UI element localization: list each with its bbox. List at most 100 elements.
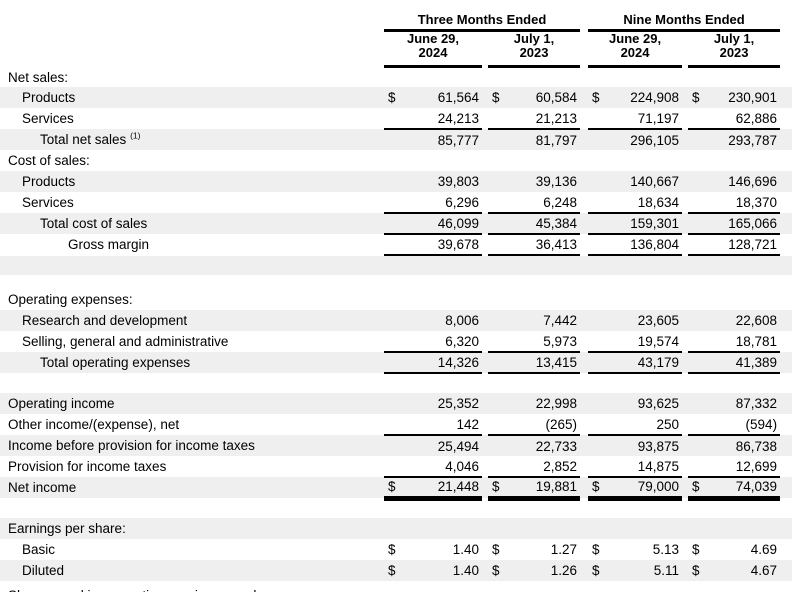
currency-cell: [688, 108, 711, 131]
spacer-row: [0, 275, 792, 289]
section-row: Cost of sales:: [0, 150, 792, 171]
row-label: Total operating expenses: [0, 352, 384, 373]
value-cell: 7,442: [543, 313, 578, 329]
table-row: Products 39,803 39,136 140,667 146,696: [0, 171, 792, 193]
column-gap: [580, 435, 588, 456]
currency-cell: [384, 435, 406, 456]
value-cell: 6,320: [406, 331, 482, 354]
currency-cell: $: [592, 542, 600, 558]
row-label-text: Earnings per share:: [8, 521, 126, 537]
row-label: Shares used in computing earnings per sh…: [0, 581, 792, 592]
table-row: Total operating expenses 14,326 13,415 43,1…: [0, 352, 792, 375]
currency-cell: [688, 234, 711, 257]
value-cell: 81,797: [535, 132, 578, 148]
currency-cell: [588, 129, 610, 150]
column-gap: [580, 331, 588, 352]
value-cell: 25,494: [437, 438, 479, 454]
value-cell: 18,370: [710, 192, 781, 215]
currency-cell: [688, 192, 711, 215]
currency-cell: [488, 414, 510, 437]
currency-cell: [384, 414, 406, 437]
section-row: Operating expenses:: [0, 289, 792, 310]
footnote-marker: (1): [130, 130, 141, 141]
value-cell: 136,804: [610, 234, 683, 257]
table-row: Total net sales (1) 85,777 81,797 296,105 29…: [0, 129, 792, 151]
currency-cell: [688, 393, 710, 414]
currency-cell: [488, 310, 510, 331]
value-cell: 1.40: [452, 563, 479, 579]
currency-cell: [384, 108, 406, 131]
currency-cell: [588, 108, 611, 131]
value-cell: 22,733: [535, 438, 578, 454]
value-cell: 1.27: [550, 542, 578, 558]
value-cell: 13,415: [510, 352, 581, 375]
column-gap: [580, 213, 588, 234]
value-cell: 41,389: [710, 352, 781, 375]
currency-cell: [384, 234, 406, 257]
row-label-text: Operating income: [8, 396, 115, 412]
value-cell: 14,875: [610, 456, 683, 479]
table-header: Three Months Ended Nine Months Ended Jun…: [0, 8, 792, 68]
row-label: Research and development: [0, 310, 384, 331]
row-label-text: Operating expenses:: [8, 292, 133, 308]
column-gap: [580, 310, 588, 331]
row-label: Other income/(expense), net: [0, 414, 384, 435]
value-cell: 230,901: [728, 90, 778, 106]
header-spacer: [0, 8, 384, 30]
table-body: Net sales: Products $61,564 $60,584 $224,908…: [0, 66, 792, 592]
column-gap: [580, 108, 588, 129]
column-gap: [580, 560, 588, 581]
column-gap: [580, 393, 588, 414]
value-cell: 93,875: [637, 438, 680, 454]
value-cell: 25,352: [437, 396, 479, 412]
date-header-row: June 29, 2024 July 1, 2023 June 29, 2024…: [0, 30, 792, 68]
currency-cell: [384, 129, 406, 150]
currency-cell: $: [692, 90, 700, 106]
right-margin: [780, 108, 792, 129]
column-gap: [580, 352, 588, 373]
table-row: Basic $1.40 $1.27 $5.13 $4.69: [0, 539, 792, 560]
currency-cell: $: [388, 563, 396, 579]
currency-cell: $: [388, 542, 396, 558]
row-label: Operating expenses:: [0, 289, 792, 310]
value-cell: 224,908: [630, 90, 680, 106]
value-cell: 60,584: [535, 90, 578, 106]
currency-cell: [384, 310, 406, 331]
period-group-three-months: Three Months Ended: [384, 8, 581, 32]
right-margin: [780, 539, 792, 560]
row-label: Services: [0, 192, 384, 213]
currency-cell: [488, 393, 510, 414]
currency-cell: [588, 435, 610, 456]
right-margin: [780, 352, 792, 373]
currency-cell: [588, 393, 610, 414]
column-gap: [580, 234, 588, 255]
section-row: Earnings per share:: [0, 518, 792, 540]
column-gap: [580, 477, 588, 498]
table-row: Income before provision for income taxes…: [0, 435, 792, 457]
column-gap: [580, 129, 588, 150]
right-margin: [780, 30, 792, 66]
right-margin: [780, 87, 792, 108]
period-group-header-row: Three Months Ended Nine Months Ended: [0, 8, 792, 32]
right-margin: [780, 393, 792, 414]
table-row: Gross margin 39,678 36,413 136,804 128,721: [0, 234, 792, 257]
row-label: Basic: [0, 539, 384, 560]
value-cell: 165,066: [710, 213, 781, 236]
currency-cell: [488, 456, 510, 479]
row-label: Total net sales (1): [0, 129, 384, 150]
row-label-text: Products: [22, 90, 76, 106]
currency-cell: [384, 171, 406, 192]
value-cell: 22,608: [735, 313, 778, 329]
currency-cell: [384, 331, 406, 354]
table-row: Services 6,296 6,248 18,634 18,370: [0, 192, 792, 215]
currency-cell: $: [692, 542, 700, 558]
column-gap: [580, 171, 588, 192]
right-margin: [780, 456, 792, 477]
value-cell: 39,678: [406, 234, 482, 257]
value-cell: 18,781: [710, 331, 781, 354]
currency-cell: [688, 435, 710, 456]
currency-cell: $: [388, 90, 396, 106]
currency-cell: [588, 456, 611, 479]
right-margin: [780, 234, 792, 255]
currency-cell: [588, 414, 611, 437]
